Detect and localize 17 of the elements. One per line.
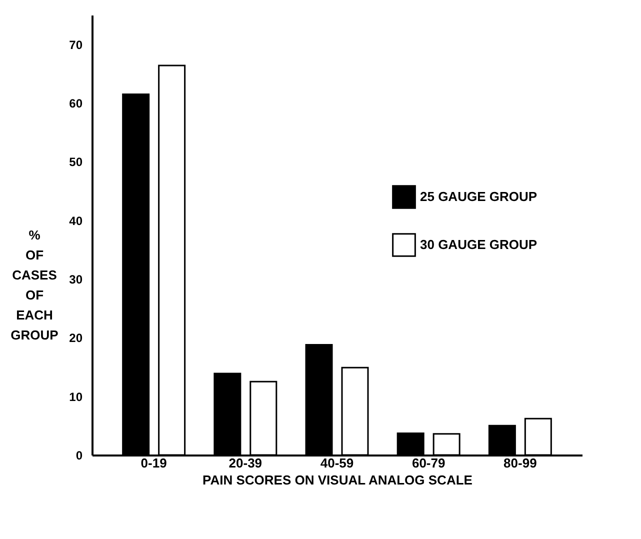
legend-label: 25 GAUGE GROUP <box>420 189 538 204</box>
x-tick-label: 60-79 <box>412 456 446 470</box>
x-tick-label: 40-59 <box>320 456 354 470</box>
y-tick-label: 30 <box>69 272 83 286</box>
y-tick-label: 0 <box>76 448 83 462</box>
y-tick-label: 50 <box>69 155 83 170</box>
x-tick-label: 20-39 <box>228 456 262 470</box>
y-axis-title: % OF CASES OF EACH GROUP <box>10 228 59 342</box>
y-tick-label: 60 <box>69 96 83 110</box>
legend-label: 30 GAUGE GROUP <box>420 237 538 252</box>
x-tick-label: 80-99 <box>504 456 537 470</box>
y-tick-label: 20 <box>69 331 83 346</box>
x-axis-title: PAIN SCORES ON VISUAL ANALOG SCALE <box>202 472 473 488</box>
x-tick-label: 0-19 <box>140 456 167 470</box>
y-tick-label: 10 <box>69 390 83 404</box>
y-tick-label: 40 <box>69 214 83 228</box>
y-tick-label: 70 <box>69 38 83 52</box>
